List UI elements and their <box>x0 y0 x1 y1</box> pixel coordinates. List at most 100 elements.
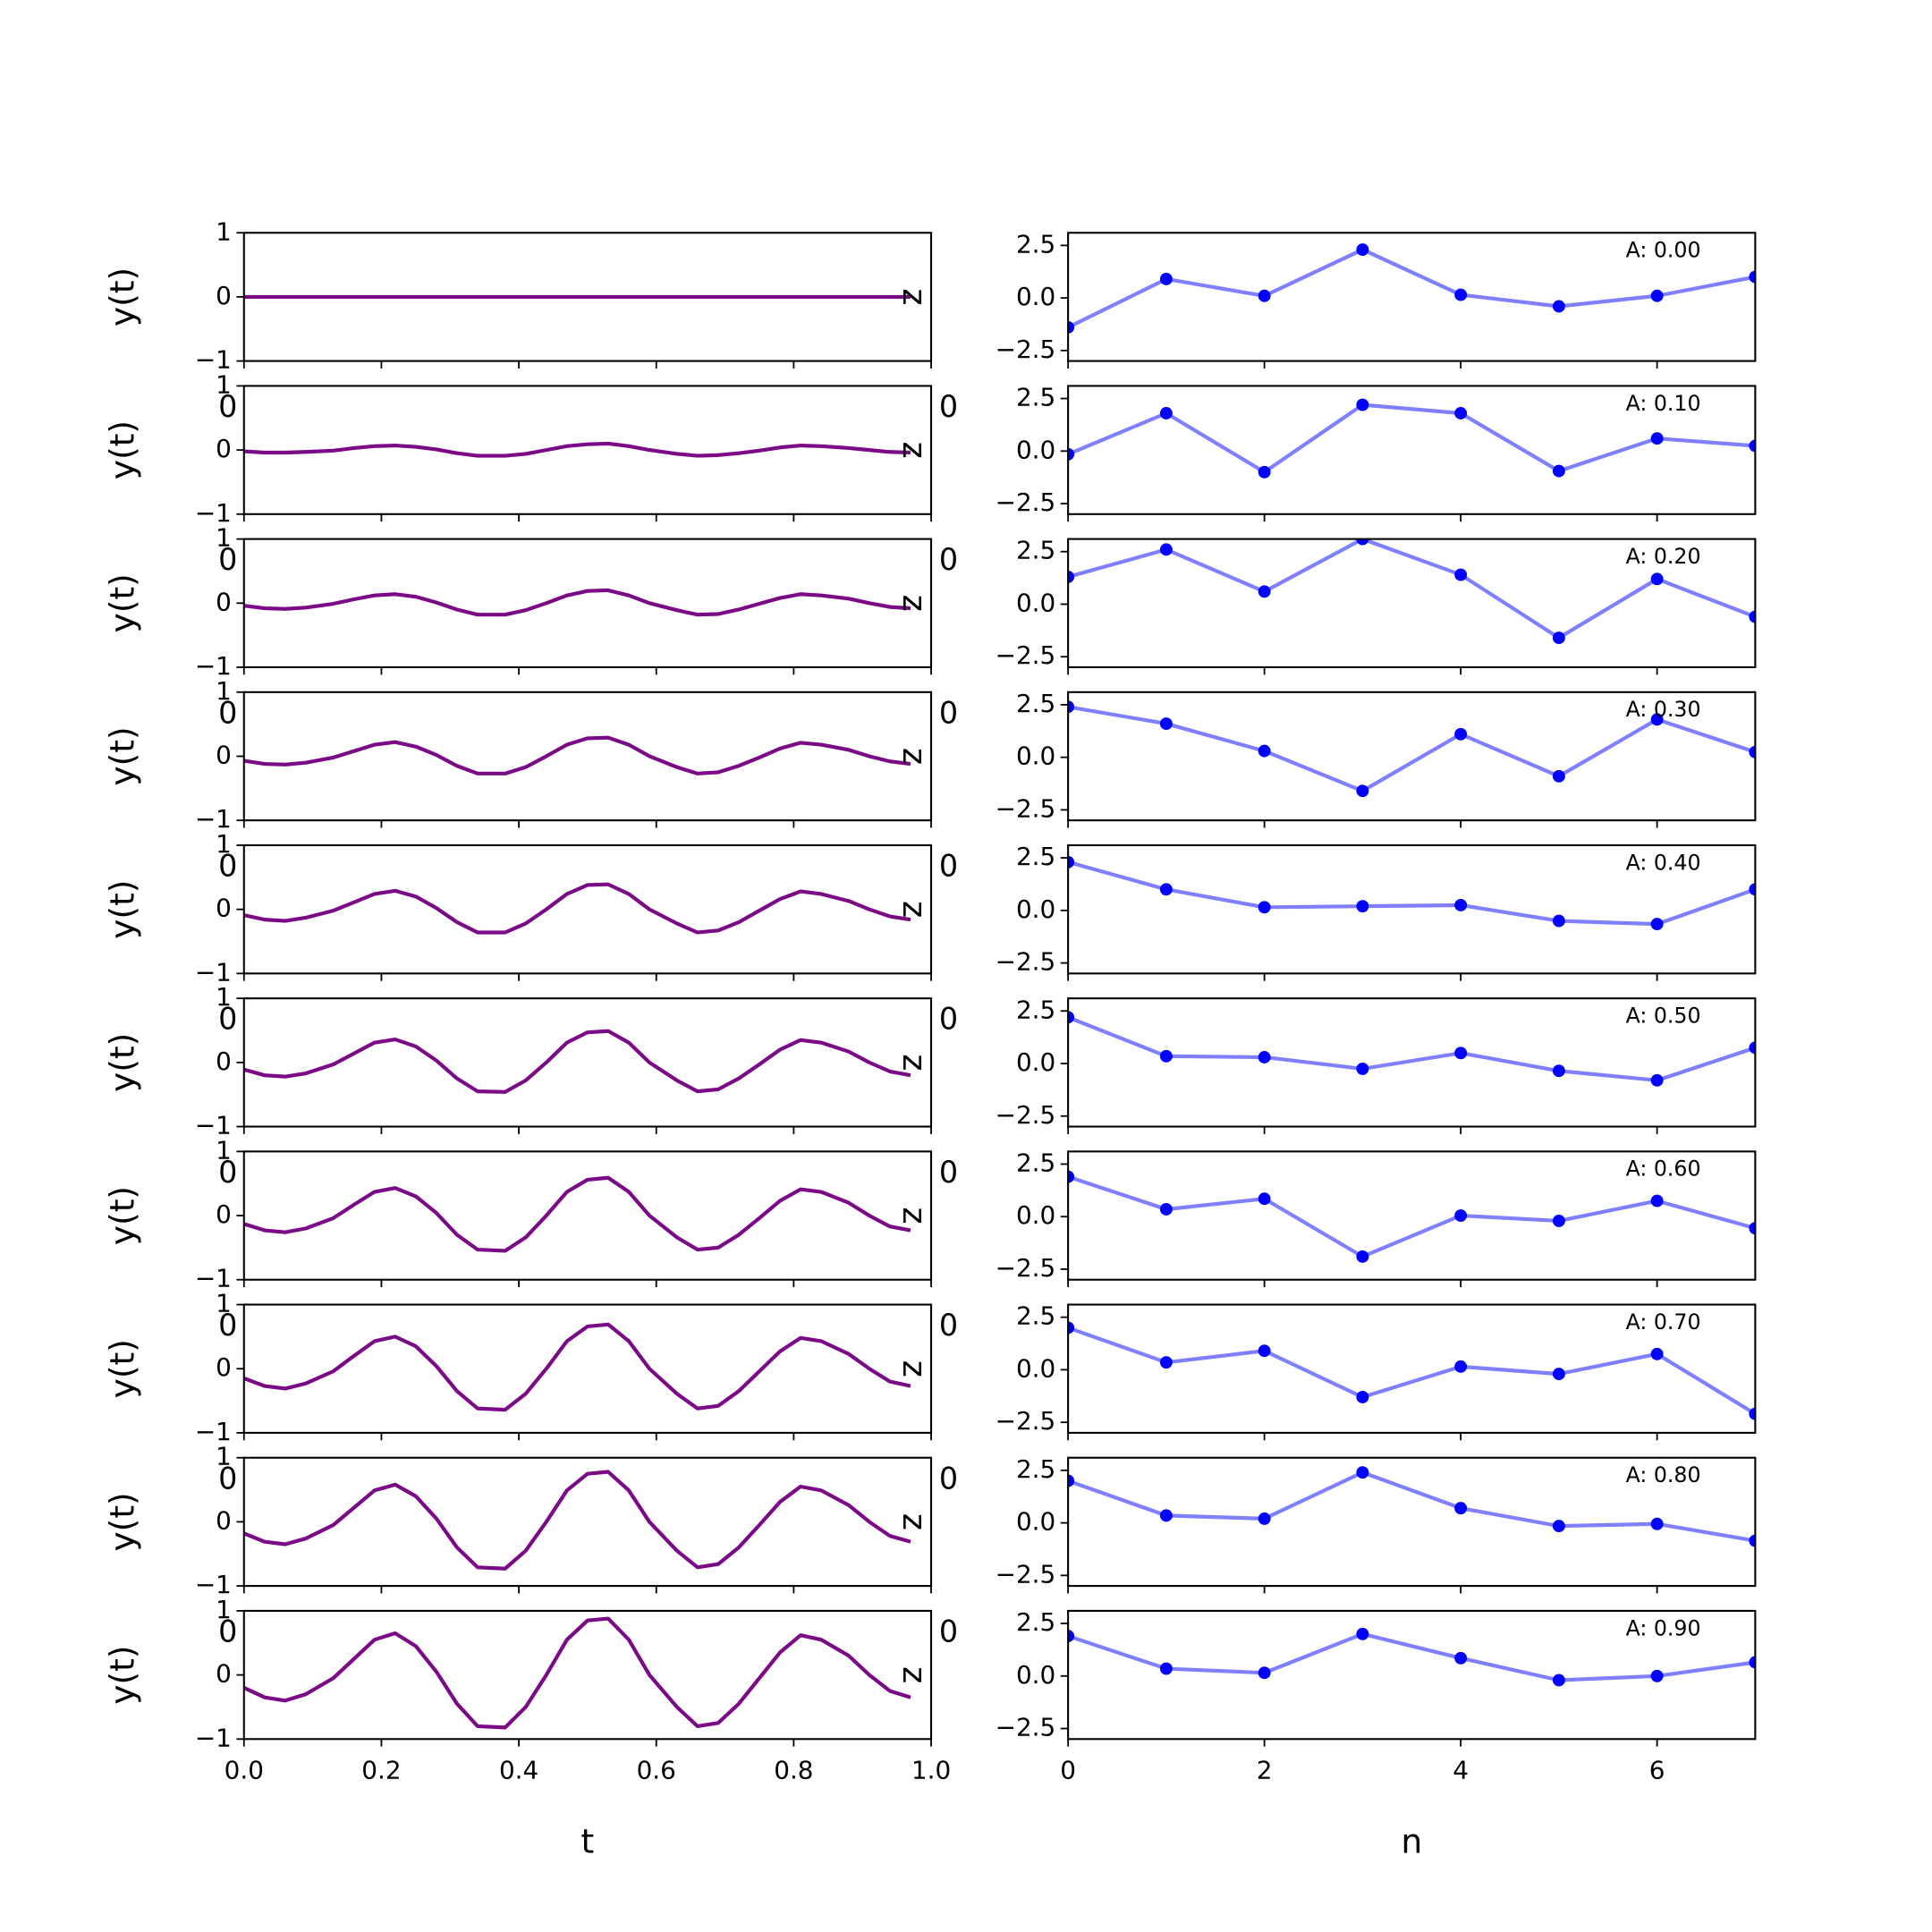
y-tick-label: 0 <box>216 1352 232 1382</box>
plot-area <box>1068 1627 1756 1687</box>
frame <box>1067 1456 1757 1588</box>
y-tick-label: 0.0 <box>1016 741 1055 771</box>
series-line <box>243 882 911 935</box>
y-label: y(t) <box>103 573 142 632</box>
point <box>1749 883 1756 896</box>
point <box>1159 1356 1173 1369</box>
point <box>1552 769 1565 783</box>
point <box>1068 1474 1075 1487</box>
y-label: y(t) <box>103 880 142 939</box>
plot-area <box>243 1470 911 1571</box>
point <box>1356 1250 1369 1263</box>
frame <box>242 843 933 975</box>
point <box>1356 243 1369 257</box>
point <box>1650 1073 1664 1087</box>
plot-area <box>1068 1321 1756 1420</box>
point <box>1356 1390 1369 1403</box>
point <box>1650 289 1664 302</box>
y-tick-label: 1 <box>216 523 232 553</box>
x-tick-label: 0 <box>1060 1755 1076 1784</box>
series-line <box>243 735 911 775</box>
series-line <box>243 1470 911 1571</box>
point <box>1650 918 1664 931</box>
point <box>1552 1368 1565 1381</box>
y-label: y(t) <box>103 267 142 326</box>
y-tick-label: −2.5 <box>996 640 1056 670</box>
frame <box>1067 843 1757 975</box>
point <box>1356 1627 1369 1640</box>
plot-area <box>243 1616 911 1730</box>
y-tick-label: 2.5 <box>1016 1301 1055 1331</box>
plot-area <box>1068 243 1756 334</box>
y-tick-label: −1 <box>195 1111 232 1140</box>
point <box>1356 538 1369 546</box>
x-tick-label: 0.4 <box>499 1755 538 1784</box>
y-tick-label: 0 <box>216 434 232 463</box>
point <box>1356 784 1369 798</box>
point <box>1454 288 1468 301</box>
point <box>1258 1512 1271 1525</box>
point <box>1159 1203 1173 1216</box>
plot-area <box>243 882 911 935</box>
y-tick-label: −1 <box>195 651 232 681</box>
point <box>1159 272 1173 285</box>
frame <box>242 1303 933 1434</box>
y-label: y(t) <box>103 726 142 785</box>
stray-label: 0 <box>939 1002 958 1037</box>
y-tick-label: 0.0 <box>1016 282 1055 311</box>
series-line <box>243 1029 911 1094</box>
y-tick-label: 0.0 <box>1016 588 1055 617</box>
frame <box>242 232 933 362</box>
point <box>1159 1049 1173 1063</box>
annotation: A: 0.00 <box>1626 238 1701 263</box>
annotation: A: 0.30 <box>1626 697 1701 722</box>
frame <box>242 1150 933 1281</box>
frame <box>242 1456 933 1588</box>
x-label: n <box>1401 1822 1422 1861</box>
point <box>1749 1534 1756 1547</box>
annotation: A: 0.90 <box>1626 1615 1701 1640</box>
stray-label: 0 <box>218 1155 237 1190</box>
series-line <box>1068 860 1756 927</box>
plot-area <box>243 735 911 775</box>
point <box>1159 883 1173 896</box>
annotation: A: 0.40 <box>1626 850 1701 875</box>
point <box>1650 432 1664 445</box>
frame <box>1067 1303 1757 1434</box>
point <box>1356 1466 1369 1479</box>
series-line <box>1068 1470 1756 1543</box>
point <box>1159 543 1173 556</box>
point <box>1650 713 1664 726</box>
y-tick-label: 2.5 <box>1016 536 1055 565</box>
y-tick-label: 2.5 <box>1016 689 1055 718</box>
stray-label: 0 <box>939 695 958 730</box>
series-line <box>243 1322 911 1412</box>
point <box>1068 447 1075 461</box>
y-tick-label: 1 <box>216 216 232 246</box>
y-tick-label: 0.0 <box>1016 435 1055 464</box>
y-tick-label: 2.5 <box>1016 1148 1055 1177</box>
series-line <box>1068 1326 1756 1416</box>
point <box>1258 585 1271 598</box>
y2-label: z <box>895 442 934 459</box>
point <box>1749 1041 1756 1055</box>
point <box>1454 407 1468 419</box>
series-line <box>243 1175 911 1253</box>
y-tick-label: −1 <box>195 804 232 834</box>
point <box>1552 1064 1565 1078</box>
x-tick-label: 6 <box>1649 1755 1665 1784</box>
y-tick-label: −1 <box>195 345 232 375</box>
y-tick-label: −2.5 <box>996 1406 1056 1436</box>
y-tick-label: −1 <box>195 1264 232 1293</box>
point <box>1258 1192 1271 1206</box>
point <box>1068 1630 1075 1643</box>
plot-area <box>1068 855 1756 931</box>
y-tick-label: 0 <box>216 587 232 616</box>
frame <box>1067 538 1757 669</box>
frame <box>1067 385 1757 515</box>
point <box>1258 289 1271 302</box>
point <box>1552 300 1565 313</box>
plot-area <box>1068 398 1756 479</box>
